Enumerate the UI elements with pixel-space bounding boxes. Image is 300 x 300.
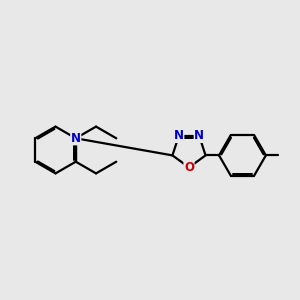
Text: N: N	[174, 129, 184, 142]
Text: N: N	[194, 129, 204, 142]
Text: N: N	[71, 132, 81, 145]
Text: O: O	[184, 161, 194, 174]
